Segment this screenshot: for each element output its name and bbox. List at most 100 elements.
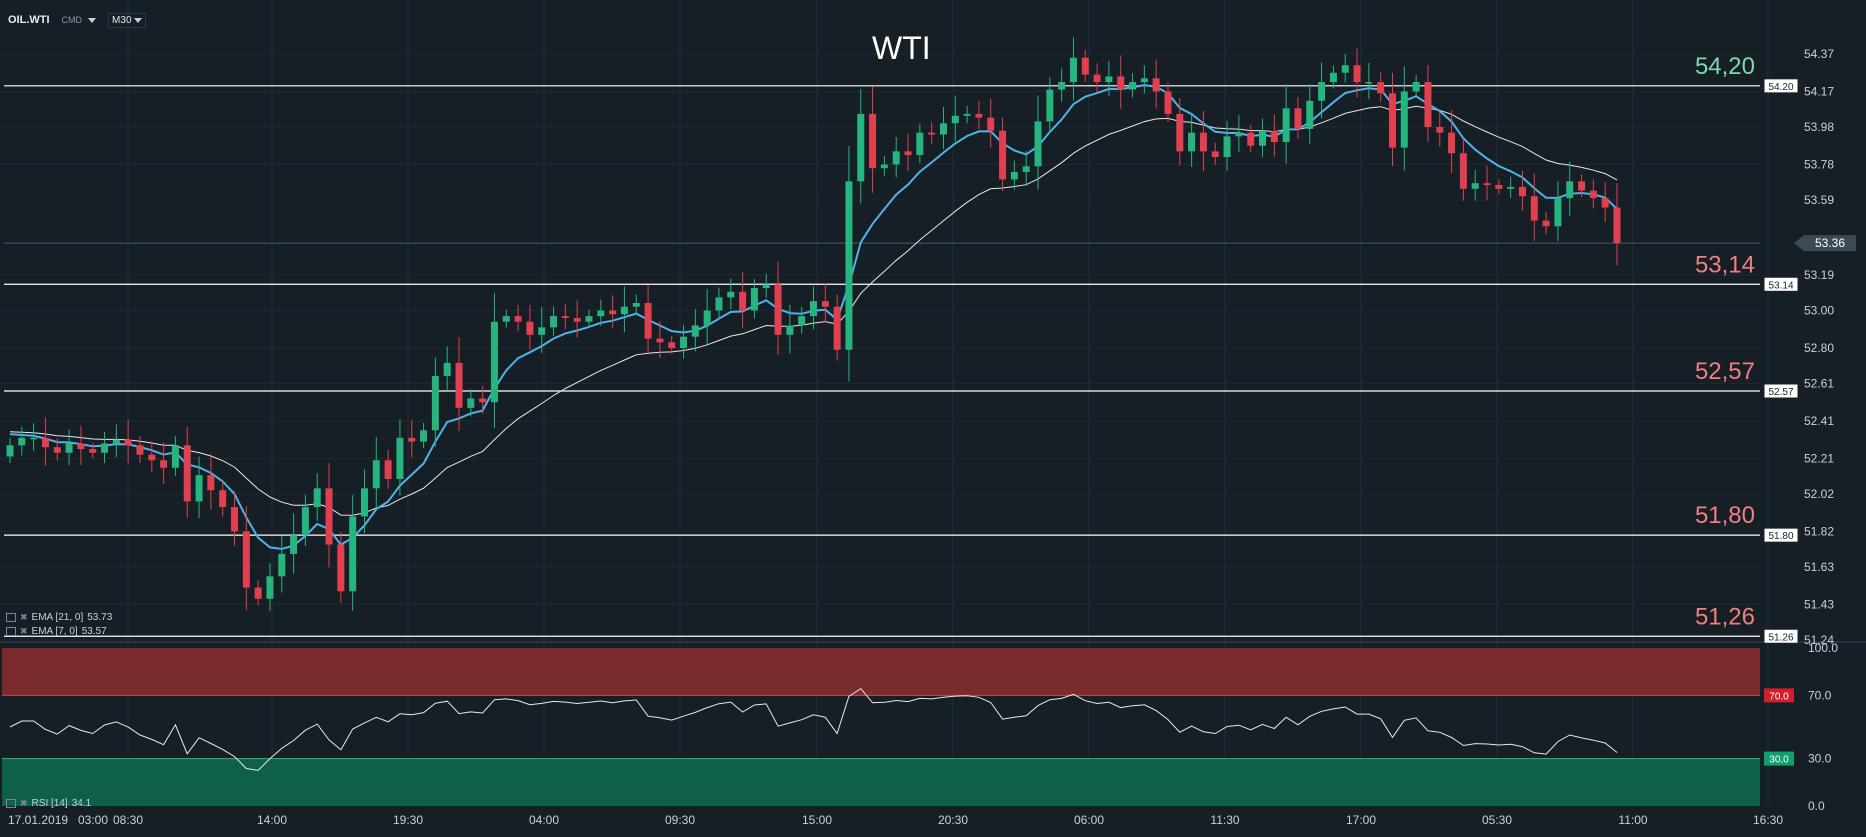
candle-down: [1117, 76, 1125, 90]
candle-down: [1377, 82, 1385, 94]
tag-text: 53.14: [1768, 280, 1793, 291]
ema21-label: EMA [21, 0]: [31, 612, 84, 623]
x-tick-label: 03:00: [78, 813, 108, 827]
candle-down: [644, 303, 652, 339]
candle-up: [1329, 72, 1337, 83]
candle-up: [396, 437, 404, 479]
candle-down: [1270, 130, 1278, 142]
candle-down: [1164, 91, 1172, 114]
y-tick-label: 53.78: [1804, 157, 1834, 171]
candle-up: [1554, 198, 1562, 227]
x-tick-label: 15:00: [802, 813, 832, 827]
candle-down: [207, 475, 215, 491]
candle-up: [278, 553, 286, 577]
candle-up: [632, 303, 640, 307]
candle-down: [869, 113, 877, 169]
close-icon[interactable]: ✖: [20, 612, 28, 622]
candle-down: [1601, 198, 1609, 208]
tag-box: [1763, 276, 1799, 292]
candle-up: [301, 507, 309, 536]
candle-up: [360, 488, 368, 517]
candle-up: [6, 445, 14, 457]
rsi-zones: [2, 648, 1760, 806]
candle-up: [1223, 136, 1231, 157]
x-tick-label: 08:30: [113, 813, 143, 827]
candle-up: [703, 310, 711, 326]
candle-up: [349, 516, 357, 592]
ema21-value: 53.73: [87, 612, 113, 623]
candle-up: [372, 460, 380, 489]
candle-down: [1081, 57, 1089, 75]
candle-up: [1105, 76, 1113, 83]
rsi-legend: ✖ RSI [14] 34.1: [6, 798, 91, 809]
y-tick-label: 53.59: [1804, 193, 1834, 207]
tag-text: 70.0: [1769, 691, 1789, 702]
candle-up: [18, 437, 26, 446]
candle-down: [1424, 82, 1432, 128]
candle-down: [1199, 132, 1207, 152]
toolbar: OIL.WTI CMD M30: [8, 10, 146, 30]
settings-icon[interactable]: [6, 627, 16, 636]
level-price-tag: 53.14: [1763, 276, 1799, 292]
candle-up: [1507, 186, 1515, 189]
candle-down: [987, 117, 995, 131]
settings-icon[interactable]: [6, 799, 16, 808]
candle-down: [609, 310, 617, 315]
rsi-tick-label: 0.0: [1808, 799, 1825, 813]
tag-text: 51.80: [1768, 531, 1793, 542]
candle-down: [1613, 207, 1621, 244]
candle-up: [1471, 183, 1479, 189]
candle-down: [455, 362, 463, 408]
rsi-line: [9, 687, 1618, 771]
candle-up: [1566, 181, 1574, 199]
candle-down: [1448, 132, 1456, 154]
candle-down: [254, 587, 262, 599]
candle-up: [798, 316, 806, 326]
grid-lines: [0, 0, 1866, 806]
candle-up: [597, 310, 605, 317]
tag-text: 51.26: [1768, 632, 1793, 643]
settings-icon[interactable]: [6, 613, 16, 622]
candle-up: [65, 443, 73, 453]
candle-down: [1483, 183, 1491, 186]
candle-up: [112, 439, 120, 444]
y-tick-label: 51.63: [1804, 560, 1834, 574]
candle-down: [124, 439, 132, 446]
close-icon[interactable]: ✖: [20, 798, 28, 808]
candle-down: [573, 317, 581, 322]
level-value-label: 53,14: [1695, 251, 1755, 278]
tag-text: 52.57: [1768, 387, 1793, 398]
ema7-legend: ✖ EMA [7, 0] 53.57: [6, 626, 107, 637]
ema21-legend: ✖ EMA [21, 0] 53.73: [6, 612, 112, 623]
y-tick-label: 52.80: [1804, 341, 1834, 355]
tag-box: [1763, 78, 1799, 94]
candle-down: [337, 544, 345, 592]
level-value-label: 52,57: [1695, 358, 1755, 385]
tag-box: [1764, 751, 1794, 766]
candle-up: [691, 325, 699, 337]
symbol-label[interactable]: OIL.WTI: [8, 14, 50, 26]
candle-down: [1152, 78, 1160, 92]
candle-up: [101, 443, 109, 453]
oversold-tag: 30.0: [1764, 751, 1794, 766]
candle-down: [219, 490, 227, 508]
candle-down: [821, 301, 829, 307]
overbought-tag: 70.0: [1764, 688, 1794, 703]
candle-down: [1176, 113, 1184, 152]
candle-up: [786, 325, 794, 335]
candle-up: [1010, 171, 1018, 180]
mode-dropdown[interactable]: CMD: [62, 15, 97, 25]
y-tick-label: 54.37: [1804, 47, 1834, 61]
x-tick-label: 05:30: [1482, 813, 1512, 827]
candle-up: [1046, 89, 1054, 122]
candle-up: [892, 151, 900, 165]
candle-up: [490, 321, 498, 403]
timeframe-dropdown[interactable]: M30: [108, 12, 146, 28]
candle-up: [195, 475, 203, 502]
x-tick-label: 11:00: [1618, 813, 1647, 827]
candle-down: [561, 316, 569, 318]
x-tick-label: 11:30: [1210, 813, 1239, 827]
close-icon[interactable]: ✖: [20, 626, 28, 636]
candle-up: [420, 430, 428, 442]
